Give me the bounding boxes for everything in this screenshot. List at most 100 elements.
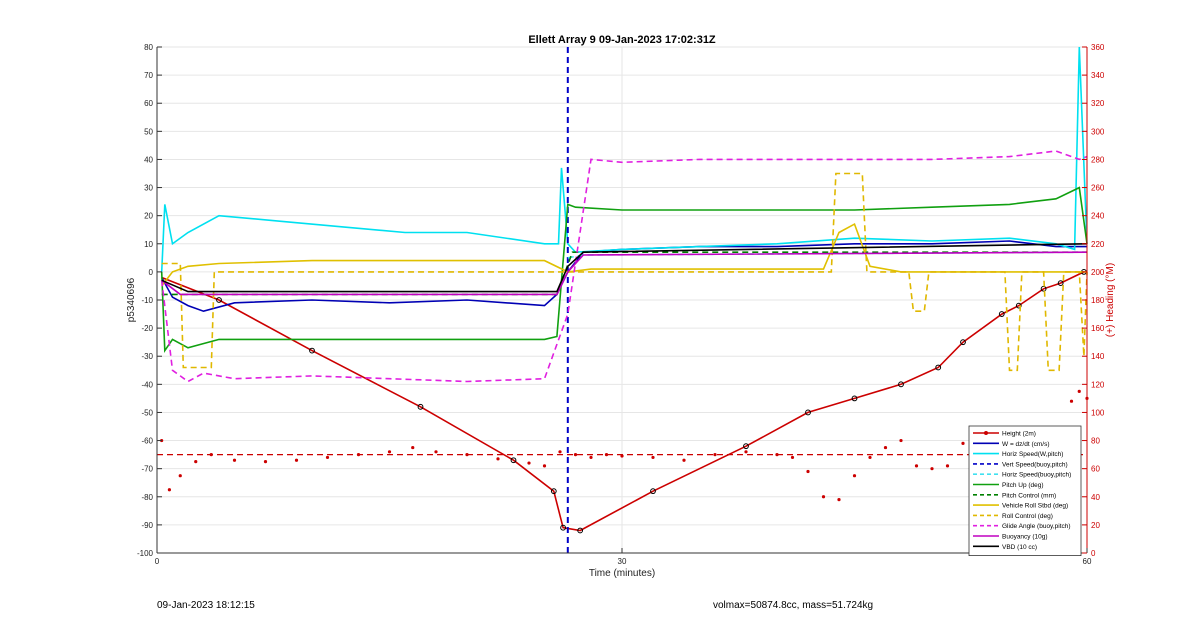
heading-point [852, 474, 857, 478]
y-tick-label-left: -50 [141, 408, 153, 417]
height-marker [743, 443, 749, 450]
heading-point [496, 457, 500, 461]
heading-point [387, 450, 392, 454]
heading-point [620, 454, 624, 458]
legend-entry-label: Roll Control (deg) [1002, 513, 1053, 520]
legend-marker [984, 431, 988, 435]
heading-point [713, 453, 717, 457]
legend-entry-label: Buoyancy (10g) [1002, 534, 1048, 541]
heading-point [775, 453, 779, 457]
heading-point [294, 458, 299, 462]
legend: Height (2m) W = dz/dt (cm/s) Horiz Speed(W… [968, 425, 1082, 557]
y-tick-label-right: 80 [1091, 437, 1100, 446]
y-tick-label-left: -30 [141, 352, 153, 361]
heading-point [821, 495, 826, 499]
series-line [161, 251, 1088, 296]
heading-point [930, 467, 934, 471]
y-tick-label-left: 0 [149, 268, 154, 277]
heading-point [744, 450, 748, 454]
series-lines [157, 46, 1089, 553]
y-tick-label-left: -80 [141, 493, 153, 502]
series-line [160, 150, 1088, 383]
heading-point [434, 450, 438, 454]
y-tick-label-left: 50 [144, 127, 153, 136]
y-tick-label-right: 180 [1091, 296, 1105, 305]
y-tick-label-right: 0 [1091, 549, 1096, 558]
y-tick-label-left: 80 [144, 43, 153, 52]
heading-point [837, 497, 841, 502]
heading-point [899, 438, 903, 443]
y-tick-label-right: 300 [1091, 127, 1105, 136]
y-tick-label-left: -40 [141, 380, 153, 389]
height-marker [960, 339, 966, 346]
series-line [161, 172, 1088, 372]
y-tick-label-left: 30 [144, 184, 153, 193]
y-tick-label-right: 200 [1091, 268, 1105, 277]
y-tick-label-right: 240 [1091, 212, 1105, 221]
legend-entry-label: VBD (10 cc) [1002, 544, 1037, 551]
y-tick-label-left: -60 [141, 437, 153, 446]
heading-point [232, 458, 237, 462]
y-tick-label-left: -70 [141, 465, 153, 474]
heading-point [961, 441, 965, 445]
y-tick-label-right: 20 [1091, 521, 1100, 530]
heading-point [263, 460, 268, 464]
height-marker [1057, 280, 1064, 287]
y-tick-label-right: 340 [1091, 71, 1105, 80]
heading-point [411, 445, 415, 450]
y-tick-label-right: 360 [1091, 43, 1105, 52]
heading-point [527, 461, 531, 465]
series-line [160, 186, 1088, 354]
legend-box [968, 425, 1082, 557]
y-tick-label-right: 140 [1091, 352, 1105, 361]
y-tick-label-left: 20 [144, 212, 153, 221]
height-marker [417, 403, 424, 410]
heading-point [325, 455, 330, 460]
y-tick-label-left: 10 [144, 240, 153, 249]
heading-point [178, 474, 182, 478]
legend-entry-label: W = dz/dt (cm/s) [1002, 441, 1050, 448]
heading-point [209, 453, 213, 457]
height-marker [550, 488, 557, 495]
height-marker [805, 409, 811, 416]
height-marker [577, 527, 584, 534]
y-tick-label-left: 60 [144, 99, 153, 108]
height-marker [309, 347, 315, 354]
y-axis-label-left: p5340696 [126, 277, 137, 322]
height-marker [216, 297, 222, 303]
y-tick-label-left: 40 [144, 155, 153, 164]
heading-point [883, 445, 888, 450]
heading-point [1077, 389, 1081, 393]
height-marker [935, 364, 942, 371]
heading-point [465, 453, 469, 457]
height-marker [851, 395, 858, 402]
series-line [160, 46, 1088, 272]
footer-timestamp: 09-Jan-2023 18:12:15 [157, 600, 255, 611]
height-marker [898, 381, 904, 388]
y-tick-label-left: -90 [141, 521, 153, 530]
y-axis-label-right: (+) Heading (°M) [1105, 263, 1116, 337]
height-marker [560, 524, 566, 531]
heading-point [790, 455, 795, 460]
height-marker [650, 488, 656, 495]
heading-point [604, 453, 609, 457]
legend-entry-label: Vehicle Roll Stbd (deg) [1002, 503, 1068, 510]
x-axis-label: Time (minutes) [589, 568, 655, 579]
heading-point [945, 464, 950, 468]
y-tick-label-left: 70 [144, 71, 153, 80]
y-tick-label-right: 260 [1091, 184, 1105, 193]
heading-point [914, 464, 919, 468]
legend-entry-label: Glide Angle (buoy,pitch) [1002, 523, 1071, 530]
y-tick-label-right: 160 [1091, 324, 1105, 333]
axes: 0 30 60-100-90-80-70-60-50-40-30-20-100102… [137, 43, 1105, 566]
y-tick-label-right: 40 [1091, 493, 1100, 502]
x-tick-label: 60 [1083, 557, 1092, 566]
legend-entry-label: Height (2m) [1002, 431, 1036, 438]
height-marker [510, 457, 517, 464]
heading-point [356, 453, 361, 457]
legend-entry-label: Pitch Control (mm) [1002, 492, 1056, 499]
height-marker [998, 311, 1005, 317]
y-tick-label-left: -10 [141, 296, 153, 305]
footer-vehicle-info: volmax=50874.8cc, mass=51.724kg [713, 600, 874, 611]
